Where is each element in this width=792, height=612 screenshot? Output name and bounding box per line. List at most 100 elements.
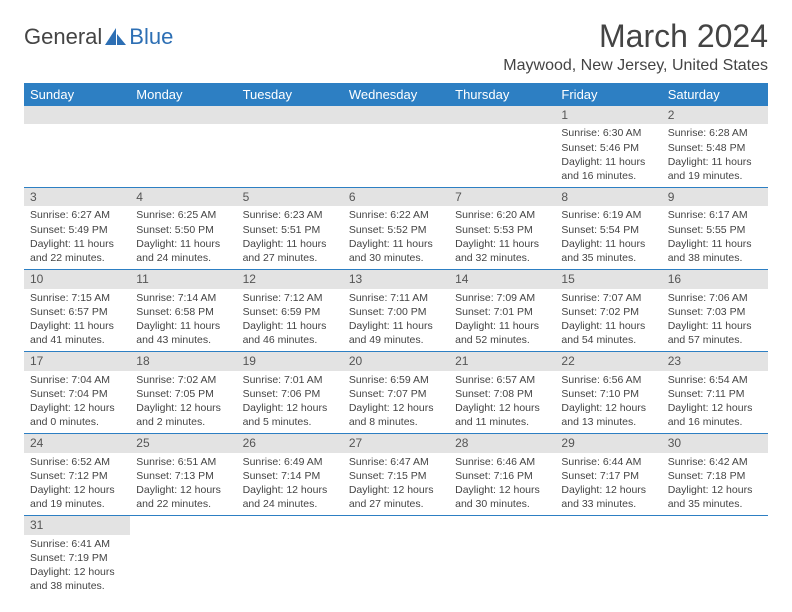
- daylight-text: Daylight: 12 hours and 22 minutes.: [136, 483, 230, 511]
- calendar-week-row: 1Sunrise: 6:30 AMSunset: 5:46 PMDaylight…: [24, 106, 768, 188]
- daylight-text: Daylight: 11 hours and 24 minutes.: [136, 237, 230, 265]
- sunrise-text: Sunrise: 7:04 AM: [30, 373, 124, 387]
- sunrise-text: Sunrise: 6:28 AM: [668, 126, 762, 140]
- sunrise-text: Sunrise: 6:47 AM: [349, 455, 443, 469]
- sunset-text: Sunset: 7:06 PM: [243, 387, 337, 401]
- sunrise-text: Sunrise: 7:01 AM: [243, 373, 337, 387]
- calendar-day-cell: 22Sunrise: 6:56 AMSunset: 7:10 PMDayligh…: [555, 352, 661, 434]
- calendar-day-cell: 17Sunrise: 7:04 AMSunset: 7:04 PMDayligh…: [24, 352, 130, 434]
- calendar-week-row: 17Sunrise: 7:04 AMSunset: 7:04 PMDayligh…: [24, 352, 768, 434]
- day-content: Sunrise: 6:17 AMSunset: 5:55 PMDaylight:…: [662, 206, 768, 269]
- sunrise-text: Sunrise: 6:22 AM: [349, 208, 443, 222]
- calendar-week-row: 24Sunrise: 6:52 AMSunset: 7:12 PMDayligh…: [24, 434, 768, 516]
- day-number: 23: [662, 352, 768, 370]
- day-content: Sunrise: 6:23 AMSunset: 5:51 PMDaylight:…: [237, 206, 343, 269]
- daylight-text: Daylight: 12 hours and 24 minutes.: [243, 483, 337, 511]
- day-content: Sunrise: 6:27 AMSunset: 5:49 PMDaylight:…: [24, 206, 130, 269]
- daylight-text: Daylight: 12 hours and 2 minutes.: [136, 401, 230, 429]
- daylight-text: Daylight: 11 hours and 35 minutes.: [561, 237, 655, 265]
- calendar-day-cell: 2Sunrise: 6:28 AMSunset: 5:48 PMDaylight…: [662, 106, 768, 188]
- day-number: 27: [343, 434, 449, 452]
- weekday-header: Sunday: [24, 83, 130, 106]
- day-number: 1: [555, 106, 661, 124]
- day-number: 3: [24, 188, 130, 206]
- weekday-header: Saturday: [662, 83, 768, 106]
- sunset-text: Sunset: 7:12 PM: [30, 469, 124, 483]
- calendar-day-cell: [24, 106, 130, 188]
- weekday-header: Monday: [130, 83, 236, 106]
- calendar-day-cell: 28Sunrise: 6:46 AMSunset: 7:16 PMDayligh…: [449, 434, 555, 516]
- daylight-text: Daylight: 11 hours and 57 minutes.: [668, 319, 762, 347]
- day-number: 6: [343, 188, 449, 206]
- day-content: Sunrise: 6:54 AMSunset: 7:11 PMDaylight:…: [662, 371, 768, 434]
- sunrise-text: Sunrise: 6:46 AM: [455, 455, 549, 469]
- day-content: Sunrise: 7:07 AMSunset: 7:02 PMDaylight:…: [555, 289, 661, 352]
- sunset-text: Sunset: 7:04 PM: [30, 387, 124, 401]
- weekday-header-row: SundayMondayTuesdayWednesdayThursdayFrid…: [24, 83, 768, 106]
- weekday-header: Friday: [555, 83, 661, 106]
- day-number: 28: [449, 434, 555, 452]
- calendar-day-cell: [555, 516, 661, 598]
- calendar-day-cell: 3Sunrise: 6:27 AMSunset: 5:49 PMDaylight…: [24, 188, 130, 270]
- daylight-text: Daylight: 11 hours and 49 minutes.: [349, 319, 443, 347]
- day-number: 2: [662, 106, 768, 124]
- calendar-week-row: 3Sunrise: 6:27 AMSunset: 5:49 PMDaylight…: [24, 188, 768, 270]
- calendar-day-cell: 1Sunrise: 6:30 AMSunset: 5:46 PMDaylight…: [555, 106, 661, 188]
- calendar-day-cell: 26Sunrise: 6:49 AMSunset: 7:14 PMDayligh…: [237, 434, 343, 516]
- sunrise-text: Sunrise: 6:27 AM: [30, 208, 124, 222]
- sunset-text: Sunset: 5:50 PM: [136, 223, 230, 237]
- logo-sail-icon: [105, 28, 127, 46]
- sunset-text: Sunset: 7:17 PM: [561, 469, 655, 483]
- day-number: 25: [130, 434, 236, 452]
- sunrise-text: Sunrise: 6:25 AM: [136, 208, 230, 222]
- logo-text-1: General: [24, 24, 102, 50]
- calendar-day-cell: 9Sunrise: 6:17 AMSunset: 5:55 PMDaylight…: [662, 188, 768, 270]
- day-content: Sunrise: 6:41 AMSunset: 7:19 PMDaylight:…: [24, 535, 130, 598]
- calendar-day-cell: 10Sunrise: 7:15 AMSunset: 6:57 PMDayligh…: [24, 270, 130, 352]
- calendar-day-cell: [449, 516, 555, 598]
- day-number: 30: [662, 434, 768, 452]
- daylight-text: Daylight: 11 hours and 54 minutes.: [561, 319, 655, 347]
- day-content: Sunrise: 7:14 AMSunset: 6:58 PMDaylight:…: [130, 289, 236, 352]
- sunset-text: Sunset: 5:51 PM: [243, 223, 337, 237]
- header: General Blue March 2024 Maywood, New Jer…: [24, 18, 768, 75]
- sunset-text: Sunset: 7:10 PM: [561, 387, 655, 401]
- sunrise-text: Sunrise: 6:42 AM: [668, 455, 762, 469]
- sunset-text: Sunset: 7:07 PM: [349, 387, 443, 401]
- day-number: 13: [343, 270, 449, 288]
- sunset-text: Sunset: 7:01 PM: [455, 305, 549, 319]
- calendar-day-cell: 24Sunrise: 6:52 AMSunset: 7:12 PMDayligh…: [24, 434, 130, 516]
- month-title: March 2024: [503, 18, 768, 55]
- day-number-empty: [24, 106, 130, 124]
- calendar-day-cell: 15Sunrise: 7:07 AMSunset: 7:02 PMDayligh…: [555, 270, 661, 352]
- calendar-week-row: 10Sunrise: 7:15 AMSunset: 6:57 PMDayligh…: [24, 270, 768, 352]
- calendar-day-cell: 13Sunrise: 7:11 AMSunset: 7:00 PMDayligh…: [343, 270, 449, 352]
- daylight-text: Daylight: 12 hours and 19 minutes.: [30, 483, 124, 511]
- sunset-text: Sunset: 7:19 PM: [30, 551, 124, 565]
- sunrise-text: Sunrise: 6:23 AM: [243, 208, 337, 222]
- sunset-text: Sunset: 5:49 PM: [30, 223, 124, 237]
- sunset-text: Sunset: 7:08 PM: [455, 387, 549, 401]
- day-content: Sunrise: 6:57 AMSunset: 7:08 PMDaylight:…: [449, 371, 555, 434]
- day-number: 24: [24, 434, 130, 452]
- day-content: Sunrise: 7:04 AMSunset: 7:04 PMDaylight:…: [24, 371, 130, 434]
- calendar-day-cell: 25Sunrise: 6:51 AMSunset: 7:13 PMDayligh…: [130, 434, 236, 516]
- sunrise-text: Sunrise: 6:56 AM: [561, 373, 655, 387]
- sunset-text: Sunset: 7:13 PM: [136, 469, 230, 483]
- daylight-text: Daylight: 11 hours and 30 minutes.: [349, 237, 443, 265]
- sunrise-text: Sunrise: 7:14 AM: [136, 291, 230, 305]
- sunset-text: Sunset: 5:48 PM: [668, 141, 762, 155]
- calendar-week-row: 31Sunrise: 6:41 AMSunset: 7:19 PMDayligh…: [24, 516, 768, 598]
- sunrise-text: Sunrise: 6:54 AM: [668, 373, 762, 387]
- calendar-day-cell: 16Sunrise: 7:06 AMSunset: 7:03 PMDayligh…: [662, 270, 768, 352]
- day-content: Sunrise: 6:44 AMSunset: 7:17 PMDaylight:…: [555, 453, 661, 516]
- calendar-day-cell: 8Sunrise: 6:19 AMSunset: 5:54 PMDaylight…: [555, 188, 661, 270]
- daylight-text: Daylight: 12 hours and 30 minutes.: [455, 483, 549, 511]
- sunset-text: Sunset: 7:02 PM: [561, 305, 655, 319]
- daylight-text: Daylight: 11 hours and 41 minutes.: [30, 319, 124, 347]
- daylight-text: Daylight: 12 hours and 0 minutes.: [30, 401, 124, 429]
- weekday-header: Wednesday: [343, 83, 449, 106]
- daylight-text: Daylight: 11 hours and 16 minutes.: [561, 155, 655, 183]
- calendar-day-cell: 21Sunrise: 6:57 AMSunset: 7:08 PMDayligh…: [449, 352, 555, 434]
- day-number: 20: [343, 352, 449, 370]
